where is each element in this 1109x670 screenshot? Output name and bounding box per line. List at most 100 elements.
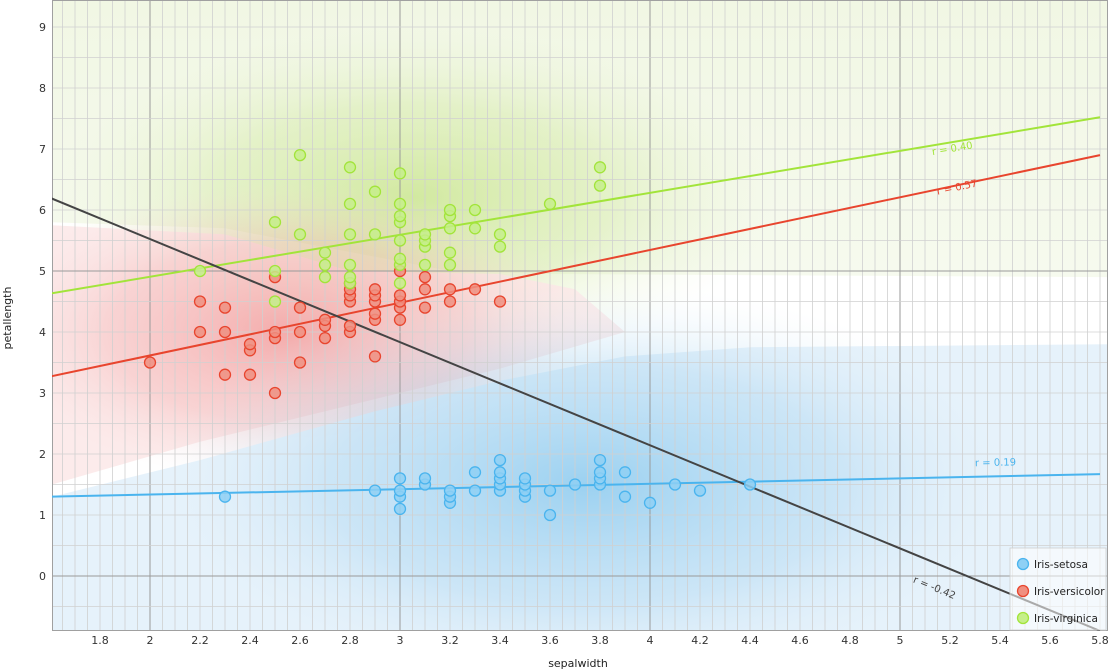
plot-frame [52,0,1108,631]
iris-setosa-point [518,472,532,485]
x-tick-label: 4.8 [841,634,859,647]
iris-virginica-point [318,246,332,259]
iris-setosa-point [418,472,432,485]
iris-setosa-point [668,478,682,491]
iris-versicolor-point [143,356,157,369]
iris-setosa-point [493,453,507,467]
y-tick-label: 6 [39,204,46,217]
iris-virginica-point [318,258,332,272]
iris-setosa-point [393,484,407,497]
iris-setosa-point [593,466,607,479]
y-tick-label: 5 [39,265,46,278]
iris-versicolor-point [243,368,257,381]
x-tick-label: 2.6 [291,634,309,647]
iris-virginica-point [543,197,557,211]
iris-virginica-point [343,270,357,284]
iris-versicolor-point [293,301,307,314]
iris-versicolor-point [343,319,357,333]
legend-marker-iris-versicolor [1016,584,1030,598]
y-tick-label: 2 [39,448,46,461]
iris-virginica-point [393,197,407,211]
x-tick-label: 5 [897,634,904,647]
iris-virginica-point [293,148,307,162]
iris-versicolor-point [218,368,232,381]
iris-virginica-point [418,228,432,241]
iris-virginica-point [293,228,307,241]
iris-virginica-point [343,228,357,241]
iris-versicolor-point [468,283,482,296]
iris-versicolor-point [368,283,382,296]
x-tick-label: 2.4 [241,634,259,647]
iris-virginica-point [493,240,507,253]
iris-versicolor-point [218,325,232,339]
iris-versicolor-point [418,283,432,296]
x-tick-label: 2.2 [191,634,209,647]
iris-versicolor-point [268,325,282,339]
iris-versicolor-point [393,289,407,302]
x-tick-label: 2 [147,634,154,647]
iris-versicolor-point [193,295,207,308]
legend-label-iris-versicolor: Iris-versicolor [1034,586,1105,598]
y-axis-ticks: 0 1 2 3 4 5 6 7 8 9 [39,21,46,583]
legend-label-iris-setosa: Iris-setosa [1034,559,1088,571]
x-tick-label: 5.2 [941,634,959,647]
iris-versicolor-point [293,325,307,339]
x-tick-label: 3 [397,634,404,647]
iris-virginica-point [468,203,482,217]
x-tick-label: 2.8 [341,634,359,647]
iris-setosa-point [643,496,657,509]
iris-virginica-point [493,228,507,241]
iris-virginica-point [443,203,457,217]
iris-virginica-point [593,179,607,192]
x-tick-label: 3.6 [541,634,559,647]
y-tick-label: 8 [39,82,46,95]
y-tick-label: 3 [39,387,46,400]
iris-setosa-point [543,484,557,497]
x-axis-title: sepalwidth [548,657,608,670]
iris-versicolor-point [368,350,382,363]
regression-lines: r = 0.19r = 0.57r = 0.40r = -0.42 [52,116,1101,631]
iris-virginica-point [268,264,282,278]
iris-versicolor-regression-line [52,154,1101,378]
iris-virginica-point [443,258,457,272]
overall-regression-line [52,197,1101,631]
iris-virginica-point [593,161,607,174]
x-tick-label: 3.4 [491,634,509,647]
iris-versicolor-point [393,313,407,326]
x-tick-label: 4 [647,634,654,647]
iris-setosa-point [568,478,582,491]
x-tick-label: 1.8 [91,634,109,647]
iris-setosa-point [693,484,707,497]
iris-setosa-r-label: r = 0.19 [975,457,1016,469]
y-tick-label: 0 [39,570,46,583]
iris-setosa-point [618,490,632,503]
iris-virginica-point [393,234,407,247]
iris-versicolor-point [418,301,432,314]
x-tick-label: 4.2 [691,634,709,647]
x-tick-label: 5.8 [1091,634,1109,647]
iris-virginica-point [368,185,382,198]
iris-virginica-point [393,252,407,265]
iris-versicolor-point [193,325,207,339]
iris-virginica-point [468,222,482,235]
x-tick-label: 4.6 [791,634,809,647]
x-tick-label: 4.4 [741,634,759,647]
iris-virginica-point [443,246,457,259]
iris-versicolor-point [218,301,232,314]
iris-setosa-point [368,484,382,497]
iris-virginica-point [343,258,357,272]
legend: Iris-setosa Iris-versicolor Iris-virginica [1009,547,1107,631]
iris-versicolor-point [418,270,432,284]
x-axis-ticks: 1.8 2 2.2 2.4 2.6 2.8 3 3.2 3.4 3.6 3.8 4 4.2 4.4 4.6 4… [91,634,1109,647]
iris-setosa-point [743,478,757,491]
y-tick-label: 1 [39,509,46,522]
iris-setosa-point [443,484,457,497]
iris-virginica-point [193,264,207,278]
x-tick-label: 5.4 [991,634,1009,647]
iris-virginica-point [368,228,382,241]
iris-versicolor-point [443,283,457,296]
iris-virginica-regression-line [52,116,1101,295]
legend-label-iris-virginica: Iris-virginica [1034,613,1098,625]
